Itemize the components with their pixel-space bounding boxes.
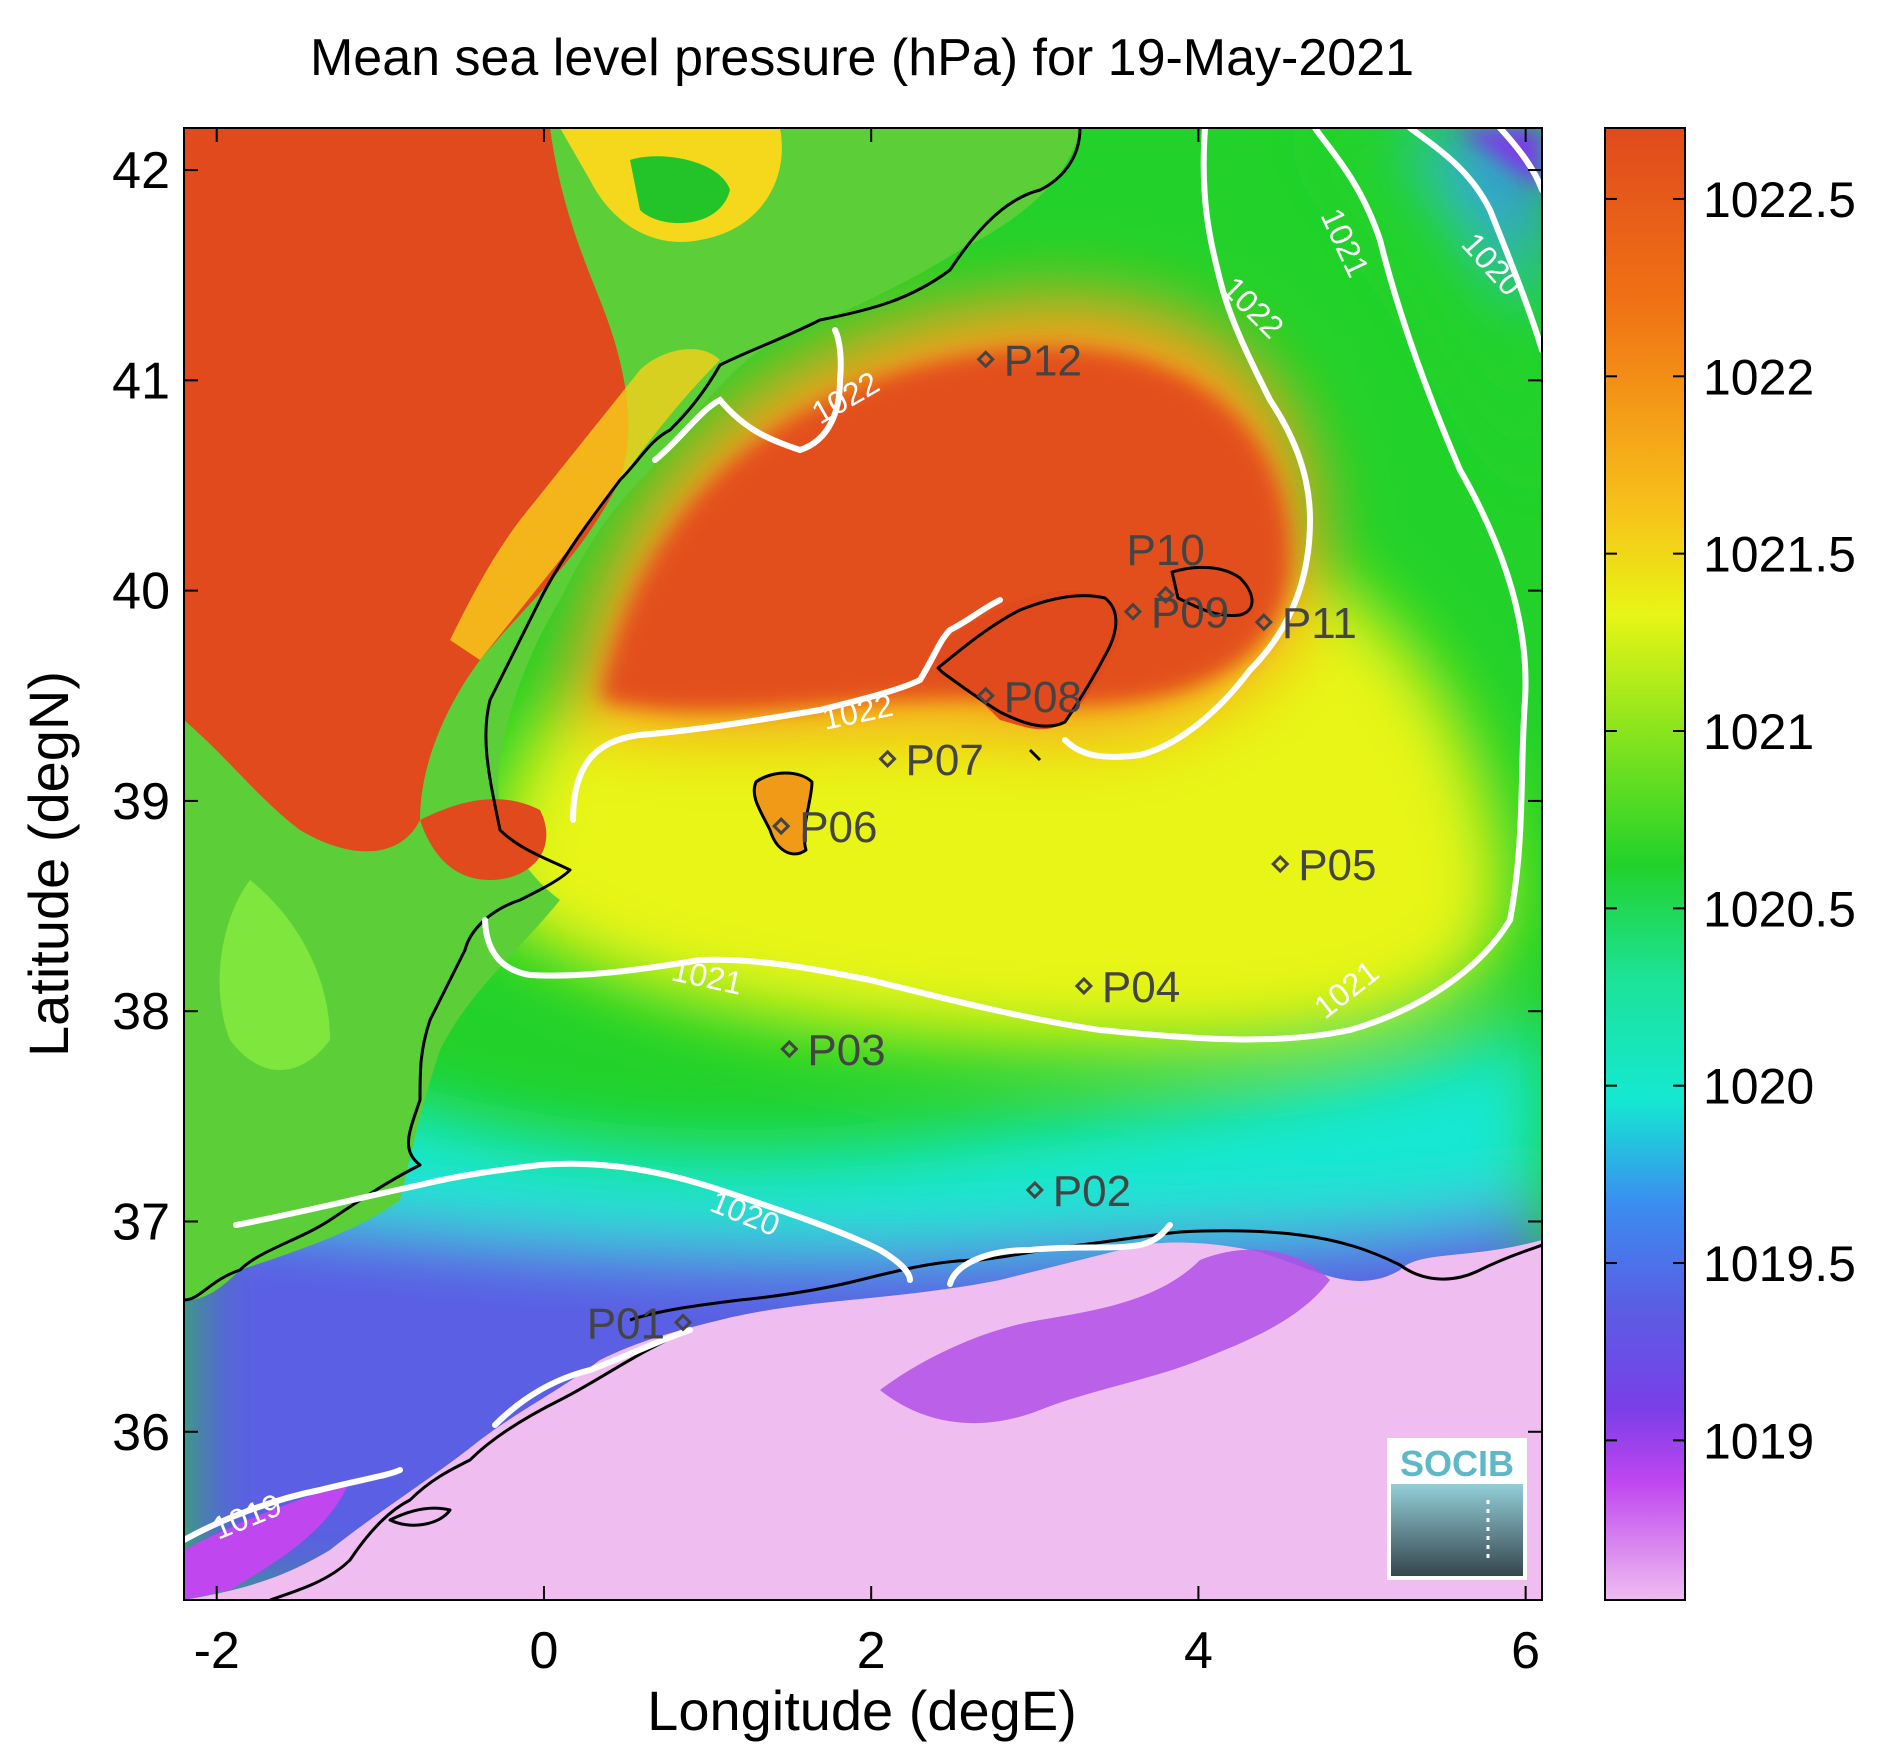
contour-lines [184,128,1542,1543]
station-label: P07 [906,736,984,785]
chart-title: Mean sea level pressure (hPa) for 19-May… [310,29,1414,87]
station-label: P08 [1004,673,1082,722]
x-tick-label: 2 [857,1622,886,1680]
station-markers: P01 P02 P03 P04 P05 P06 P07 P08 P09 P10 P11 P12 [587,336,1377,1348]
station-marker [1025,1180,1044,1200]
station-marker [1074,976,1094,996]
y-tick-label: 38 [112,983,170,1041]
station-marker [780,1039,799,1059]
y-tick-label: 37 [112,1193,170,1251]
station-label: P06 [799,803,877,852]
y-tick-label: 36 [112,1404,170,1462]
colorbar-tick-label: 1020.5 [1703,881,1856,937]
colorbar-tick-label: 1021 [1703,704,1814,760]
y-tick-label: 40 [112,563,170,621]
map-frame [183,127,1543,1601]
x-tick-label: -2 [194,1622,240,1680]
colorbar-tick-label: 1019.5 [1703,1236,1856,1292]
station-label: P03 [807,1026,885,1075]
y-axis-label: Latitude (degN) [17,671,80,1057]
colorbar-gradient [1604,127,1686,1601]
colorbar: 1019 1019.5 1020 1020.5 1021 1021.5 1022 1022.5 [1604,127,1856,1601]
station-marker [976,686,995,705]
x-tick-label: 6 [1511,1622,1540,1680]
station-marker [878,749,897,768]
station-marker [976,350,995,369]
station-marker [1156,585,1175,604]
pressure-field [184,128,1542,1600]
x-axis-label: Longitude (degE) [647,1679,1077,1742]
colorbar-tick-label: 1021.5 [1703,527,1856,583]
colorbar-tick-label: 1022.5 [1703,172,1856,228]
station-label: P02 [1053,1167,1131,1216]
y-tick-label: 41 [112,352,170,410]
socib-logo-text: SOCIB [1400,1443,1514,1484]
colorbar-tick-label: 1020 [1703,1059,1814,1115]
station-marker [1123,602,1143,621]
y-tick-label: 42 [112,142,170,200]
station-marker [1271,854,1290,874]
station-label: P11 [1282,599,1357,648]
colorbar-tick-label: 1022 [1703,349,1814,405]
station-label: P10 [1127,526,1205,575]
station-label: P12 [1004,336,1082,385]
station-marker [772,817,791,836]
colorbar-ticks: 1019 1019.5 1020 1020.5 1021 1021.5 1022 1022.5 [1605,172,1856,1469]
socib-logo: SOCIB [1387,1438,1527,1580]
y-tick-label: 39 [112,773,170,831]
x-tick-label: 4 [1184,1622,1213,1680]
station-marker [673,1313,693,1332]
coastlines [184,128,1542,1600]
station-label: P04 [1102,963,1180,1012]
x-tick-label: 0 [529,1622,558,1680]
colorbar-tick-label: 1019 [1703,1413,1814,1469]
station-label: P09 [1151,589,1229,638]
station-label: P05 [1298,841,1376,890]
station-label: P01 [587,1299,665,1348]
map-axes: -2 0 2 4 6 36 37 38 39 40 41 42 [112,128,1542,1680]
station-marker [1254,613,1273,632]
